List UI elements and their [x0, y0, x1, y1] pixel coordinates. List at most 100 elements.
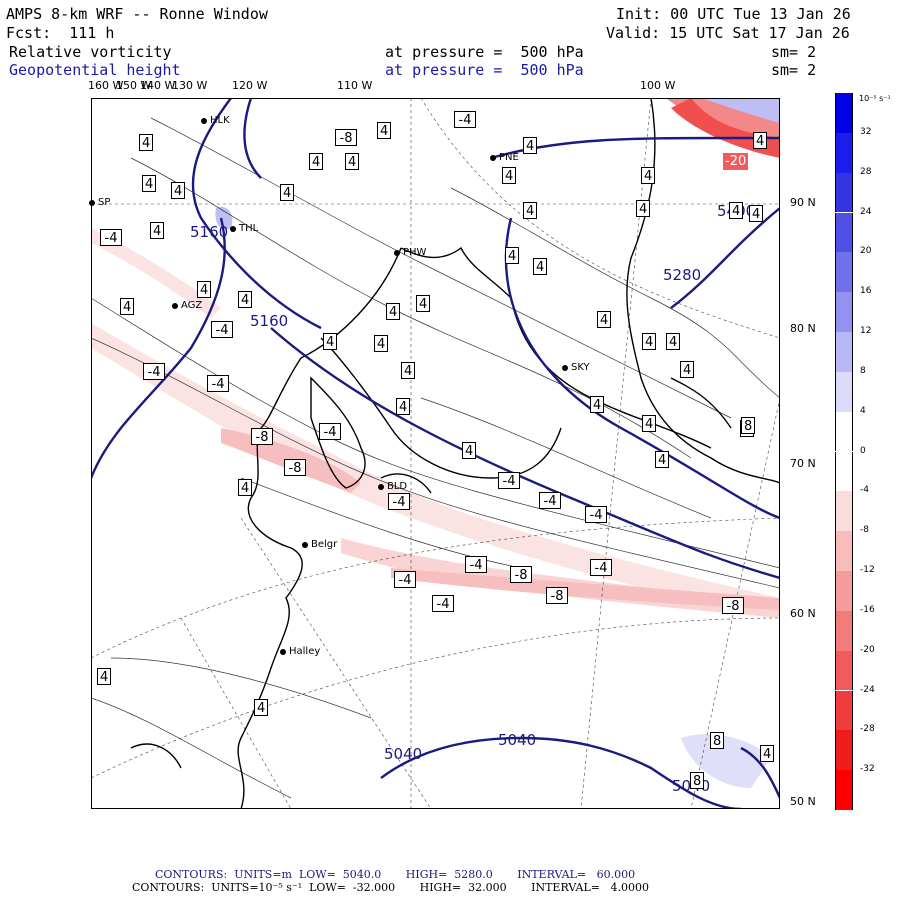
pos-vorticity-patch [701, 98, 780, 123]
latlon-grid [91, 98, 780, 809]
vorticity-shading [91, 98, 780, 788]
station-label: Halley [289, 646, 321, 657]
legend-swatch [835, 571, 853, 611]
station-label: SKY [571, 362, 590, 373]
vorticity-contour-label: 4 [142, 175, 157, 192]
init-time: Init: 00 UTC Tue 13 Jan 26 [616, 5, 851, 23]
station-marker [562, 365, 568, 371]
station-marker [172, 303, 178, 309]
vorticity-contour-label: 4 [139, 134, 154, 151]
vorticity-contour-label: -4 [143, 363, 165, 380]
lon-label: 110 W [337, 79, 373, 92]
vorticity-contour-label: -8 [722, 597, 744, 614]
legend-swatch [835, 650, 853, 691]
legend-tick-label: 8 [860, 365, 866, 376]
station-label: THL [239, 223, 259, 234]
legend-swatch [835, 690, 853, 731]
height-contours [91, 98, 780, 809]
height-contour-label: 5040 [384, 745, 423, 763]
neg-vorticity-band [91, 323, 780, 618]
vorticity-contour-label: 4 [280, 184, 295, 201]
vorticity-contour-label: -4 [465, 556, 487, 573]
station-marker [378, 484, 384, 490]
map-title: AMPS 8-km WRF -- Ronne Window [6, 5, 268, 23]
weather-map [91, 98, 780, 809]
vorticity-contour-label: 4 [666, 333, 681, 350]
legend-swatch [835, 371, 853, 412]
station-marker [201, 118, 207, 124]
legend-swatch [835, 411, 853, 452]
vorticity-contour-label: -4 [585, 506, 607, 523]
legend-tick-label: -28 [860, 724, 875, 735]
vorticity-contour-label: 4 [523, 202, 538, 219]
vorticity-contour-label: 4 [590, 396, 605, 413]
legend-swatch [835, 531, 853, 571]
field1-level: at pressure = 500 hPa [385, 43, 584, 61]
lat-label: 80 N [790, 322, 816, 335]
vorticity-contour-label: 4 [238, 479, 253, 496]
vorticity-contour-label: 4 [642, 415, 657, 432]
vorticity-contour-label: 4 [642, 333, 657, 350]
legend-units: 10⁻⁵ s⁻¹ [859, 94, 891, 103]
lat-label: 50 N [790, 795, 816, 808]
vorticity-contour-label: 4 [150, 222, 165, 239]
height-contour-label: 5160 [190, 223, 229, 241]
legend-tick-label: 32 [860, 126, 872, 137]
lon-label: 100 W [640, 79, 676, 92]
height-contour-label: 5040 [498, 731, 537, 749]
legend-swatch [835, 491, 853, 532]
valid-time: Valid: 15 UTC Sat 17 Jan 26 [606, 24, 850, 42]
vorticity-contour-label: 4 [680, 361, 695, 378]
vorticity-contour-label: 4 [636, 200, 651, 217]
station-label: SP [98, 197, 111, 208]
vorticity-contour-label: 4 [374, 335, 389, 352]
station-marker [394, 250, 400, 256]
legend-swatch [835, 172, 853, 213]
legend-tick-label: 28 [860, 166, 872, 177]
vorticity-contour-label: 4 [386, 303, 401, 320]
station-marker [230, 226, 236, 232]
legend-tick-label: -12 [860, 565, 875, 575]
station-label: BLD [387, 481, 408, 492]
height-contour-label: 5160 [250, 312, 289, 330]
vorticity-contour-label: -4 [432, 595, 454, 612]
lon-label: 140 W [140, 79, 176, 92]
legend-tick-label: -4 [860, 485, 869, 496]
field2-level: at pressure = 500 hPa [385, 61, 584, 79]
vorticity-contour-label: 4 [377, 122, 392, 139]
vorticity-contour-label: 4 [641, 167, 656, 184]
vorticity-contour-label: 4 [254, 699, 269, 716]
legend-swatch [835, 332, 853, 372]
legend-swatch [835, 252, 853, 293]
legend-swatch [835, 93, 853, 133]
legend-tick-label: -16 [860, 604, 875, 615]
vorticity-contour-label: 4 [171, 182, 186, 199]
pos-vorticity-patch [681, 734, 771, 788]
field1-smooth: sm= 2 [771, 43, 817, 61]
vorticity-contour-label: 4 [345, 153, 360, 170]
vorticity-contour-label: 4 [502, 167, 517, 184]
lat-label: 60 N [790, 607, 816, 620]
height-contour-info: CONTOURS: UNITS=m LOW= 5040.0 HIGH= 5280… [155, 868, 636, 881]
station-label: AGZ [181, 300, 203, 311]
strong-neg-vorticity [671, 98, 780, 158]
vorticity-contour-label: -4 [388, 493, 410, 510]
station-label: PHW [403, 247, 427, 258]
lon-label: 160 W [88, 79, 124, 92]
station-label: PNE [499, 152, 519, 163]
legend-tick-label: 12 [860, 326, 872, 336]
legend-tick-label: 4 [860, 405, 866, 416]
lon-label: 120 W [232, 79, 268, 92]
vorticity-contour-label: 4 [462, 442, 477, 459]
vorticity-contour-label: 4 [396, 398, 411, 415]
color-legend [835, 93, 853, 810]
vorticity-contour-label: -8 [510, 566, 532, 583]
vorticity-contour-label: 4 [655, 451, 670, 468]
vorticity-contour-label: -8 [335, 129, 357, 146]
vorticity-contour-info: CONTOURS: UNITS=10⁻⁵ s⁻¹ LOW= -32.000 HI… [132, 881, 649, 894]
vorticity-contour-label: 4 [729, 202, 744, 219]
vorticity-contour-label: 4 [401, 362, 416, 379]
coastline [130, 98, 780, 809]
pos-vorticity-patch [215, 206, 233, 230]
vorticity-contour-label: 4 [120, 298, 135, 315]
